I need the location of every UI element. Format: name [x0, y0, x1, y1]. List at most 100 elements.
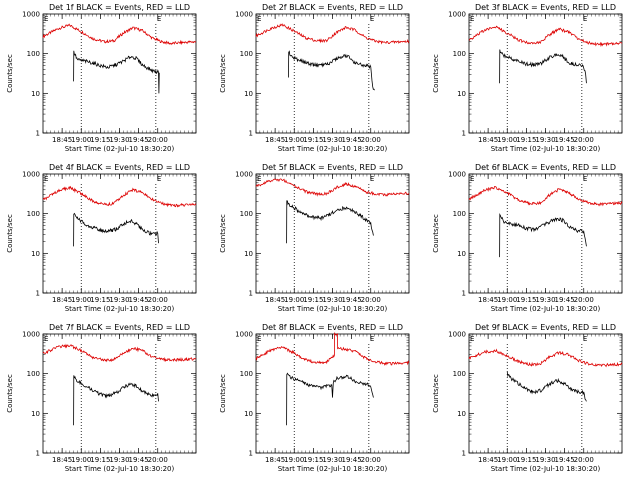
x-tick-label: 18:45: [52, 456, 72, 464]
x-tick-label: 19:15: [90, 456, 110, 464]
x-tick-label: 18:45: [478, 456, 498, 464]
marker-label-end: E: [157, 15, 161, 23]
y-tick-label: 1000: [22, 171, 40, 179]
marker-label-start: E: [44, 335, 48, 343]
x-tick-label: 18:45: [478, 296, 498, 304]
x-tick-label: 19:30: [322, 296, 342, 304]
y-tick-label: 100: [240, 370, 253, 378]
y-tick-label: 1: [249, 450, 253, 458]
chart-title: Det 1f BLACK = Events, RED = LLD: [49, 3, 190, 12]
chart-title: Det 7f BLACK = Events, RED = LLD: [49, 323, 190, 332]
chart-svg: Det 7f BLACK = Events, RED = LLD 1 10 100 10…: [6, 323, 197, 473]
panel-det-3: Det 3f BLACK = Events, RED = LLD 1 10 100 10…: [426, 0, 639, 160]
x-tick-label: 19:00: [284, 296, 304, 304]
marker-label-end: E: [157, 175, 161, 183]
y-tick-label: 100: [453, 50, 466, 58]
y-tick-label: 10: [31, 410, 40, 418]
chart-title: Det 3f BLACK = Events, RED = LLD: [475, 3, 616, 12]
chart-svg: Det 8f BLACK = Events, RED = LLD 1 10 100 10…: [219, 323, 410, 473]
series-events-line: [73, 50, 160, 94]
x-tick-label: 19:45: [129, 456, 149, 464]
marker-label-start: E: [44, 15, 48, 23]
x-tick-label: 19:45: [555, 136, 575, 144]
x-tick-label: 19:30: [109, 296, 129, 304]
panel-det-7: Det 7f BLACK = Events, RED = LLD 1 10 100 10…: [0, 320, 213, 480]
y-axis-label: Counts/sec: [432, 374, 440, 413]
chart-svg: Det 9f BLACK = Events, RED = LLD 1 10 100 10…: [432, 323, 623, 473]
y-axis-label: Counts/sec: [219, 54, 227, 93]
plot-frame: [468, 173, 623, 294]
x-tick-label: 18:45: [265, 456, 285, 464]
marker-label-end: E: [370, 15, 374, 23]
y-tick-label: 1000: [448, 11, 466, 19]
series-lld-line: [42, 343, 197, 363]
x-tick-label: 19:00: [497, 296, 517, 304]
y-tick-label: 1: [462, 290, 466, 298]
x-tick-label: 19:00: [71, 296, 91, 304]
series-events-line: [73, 212, 159, 247]
plot-frame: [42, 333, 197, 454]
y-axis-label: Counts/sec: [432, 214, 440, 253]
series-events-line: [499, 49, 587, 84]
y-tick-label: 10: [457, 90, 466, 98]
marker-label-end: E: [583, 175, 587, 183]
x-tick-label: 19:30: [109, 136, 129, 144]
marker-label-end: E: [370, 175, 374, 183]
x-tick-label: 19:15: [303, 456, 323, 464]
marker-label-end: E: [583, 15, 587, 23]
marker-label-start: E: [44, 175, 48, 183]
series-lld-line: [255, 178, 410, 197]
y-tick-label: 100: [453, 370, 466, 378]
marker-label-start: E: [470, 175, 474, 183]
series-lld-line: [42, 185, 197, 208]
y-tick-label: 1000: [448, 331, 466, 339]
x-tick-label: 19:00: [71, 136, 91, 144]
y-tick-label: 1000: [235, 171, 253, 179]
x-axis-label: Start Time (02-Jul-10 18:30:20): [65, 145, 175, 153]
panel-det-9: Det 9f BLACK = Events, RED = LLD 1 10 100 10…: [426, 320, 639, 480]
series-lld-line: [468, 185, 623, 207]
y-tick-label: 1: [36, 450, 40, 458]
plot-frame: [42, 13, 197, 134]
x-tick-label: 19:30: [322, 456, 342, 464]
chart-title: Det 5f BLACK = Events, RED = LLD: [262, 163, 403, 172]
y-tick-label: 1: [462, 450, 466, 458]
x-tick-label: 19:15: [90, 296, 110, 304]
y-axis-label: Counts/sec: [432, 54, 440, 93]
plot-frame: [255, 13, 410, 134]
y-tick-label: 100: [240, 50, 253, 58]
chart-svg: Det 1f BLACK = Events, RED = LLD 1 10 100 10…: [6, 3, 197, 153]
y-tick-label: 1000: [235, 11, 253, 19]
x-tick-label: 19:45: [129, 296, 149, 304]
y-tick-label: 100: [27, 210, 40, 218]
x-tick-label: 19:15: [516, 296, 536, 304]
y-tick-label: 10: [457, 410, 466, 418]
y-tick-label: 1: [249, 290, 253, 298]
marker-label-start: E: [470, 15, 474, 23]
marker-label-start: E: [257, 335, 261, 343]
marker-label-start: E: [470, 335, 474, 343]
x-tick-label: 19:30: [109, 456, 129, 464]
y-axis-label: Counts/sec: [6, 214, 14, 253]
x-tick-label: 19:15: [516, 136, 536, 144]
y-tick-label: 100: [240, 210, 253, 218]
y-tick-label: 1000: [235, 331, 253, 339]
x-tick-label: 19:30: [535, 296, 555, 304]
chart-svg: Det 5f BLACK = Events, RED = LLD 1 10 100 10…: [219, 163, 410, 313]
chart-svg: Det 4f BLACK = Events, RED = LLD 1 10 100 10…: [6, 163, 197, 313]
y-tick-label: 10: [244, 90, 253, 98]
chart-title: Det 8f BLACK = Events, RED = LLD: [262, 323, 403, 332]
y-tick-label: 100: [27, 50, 40, 58]
y-tick-label: 10: [244, 250, 253, 258]
chart-title: Det 6f BLACK = Events, RED = LLD: [475, 163, 616, 172]
y-axis-label: Counts/sec: [219, 214, 227, 253]
y-tick-label: 10: [31, 90, 40, 98]
panel-det-8: Det 8f BLACK = Events, RED = LLD 1 10 100 10…: [213, 320, 426, 480]
x-tick-label: 19:45: [555, 296, 575, 304]
x-axis-label: Start Time (02-Jul-10 18:30:20): [491, 465, 601, 473]
y-tick-label: 10: [244, 410, 253, 418]
y-tick-label: 10: [31, 250, 40, 258]
y-tick-label: 1000: [22, 331, 40, 339]
panel-det-5: Det 5f BLACK = Events, RED = LLD 1 10 100 10…: [213, 160, 426, 320]
